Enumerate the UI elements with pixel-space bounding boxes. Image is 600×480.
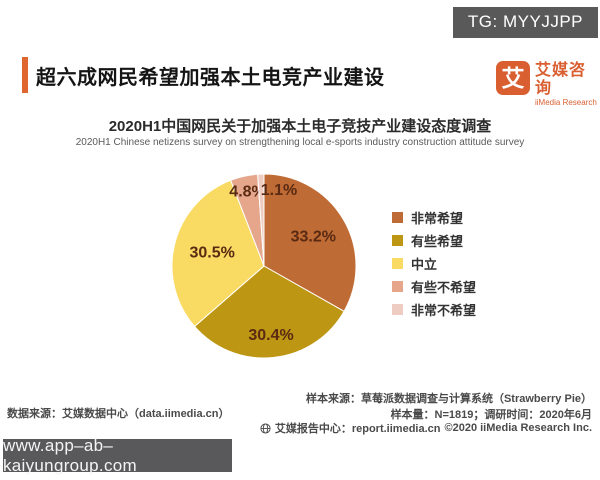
page-title: 超六成网民希望加强本土电竞产业建设 xyxy=(36,67,385,89)
legend-item: 中立 xyxy=(392,252,476,275)
pie-slice-label: 30.4% xyxy=(248,327,293,344)
legend-label: 非常希望 xyxy=(411,211,464,226)
legend-swatch xyxy=(392,258,403,269)
chart-title: 2020H1中国网民关于加强本土电子竞技产业建设态度调查 xyxy=(108,118,492,135)
title-accent-bar xyxy=(22,57,28,93)
footer-report-center: 艾媒报告中心：report.iimedia.cn xyxy=(274,423,441,435)
footer-copyright: ©2020 iiMedia Research Inc. xyxy=(444,422,592,434)
legend-label: 非常不希望 xyxy=(411,303,477,318)
pie-slice-label: 1.1% xyxy=(261,182,297,199)
tg-watermark-badge: TG: MYYJJPP xyxy=(452,7,598,38)
legend-item: 有些希望 xyxy=(392,229,476,252)
url-watermark-badge: www.app–ab–kaiyungroup.com xyxy=(3,436,232,475)
iimedia-logo: 艾 艾媒咨询 iiMedia Research xyxy=(496,61,600,108)
legend-swatch xyxy=(392,235,403,246)
pie-slice xyxy=(263,173,357,313)
legend-swatch xyxy=(392,304,403,315)
legend-item: 非常希望 xyxy=(392,206,476,229)
pie-slice-label: 30.5% xyxy=(190,244,235,261)
chart-legend: 非常希望有些希望中立有些不希望非常不希望 xyxy=(392,206,476,321)
footer-sample-info: 样本量：N=1819；调研时间：2020年6月 xyxy=(390,409,592,421)
footer-sample-source: 样本来源：草莓派数据调查与计算系统（Strawberry Pie） xyxy=(305,393,592,405)
logo-name-en: iiMedia Research xyxy=(535,98,597,107)
pie-slice-label: 4.8% xyxy=(229,184,265,201)
pie-slice xyxy=(257,173,265,267)
footer-data-source: 数据来源：艾媒数据中心（data.iimedia.cn） xyxy=(7,408,230,420)
globe-icon xyxy=(260,422,271,434)
pie-slice xyxy=(193,265,345,359)
iimedia-logo-text: 艾媒咨询 iiMedia Research xyxy=(535,61,600,108)
legend-item: 有些不希望 xyxy=(392,275,476,298)
legend-label: 有些希望 xyxy=(411,234,464,249)
footer-report-row: 艾媒报告中心：report.iimedia.cn ©2020 iiMedia R… xyxy=(260,420,592,436)
logo-name-cn: 艾媒咨询 xyxy=(535,62,587,97)
pie-slice-label: 33.2% xyxy=(291,228,336,245)
iimedia-logo-icon: 艾 xyxy=(496,61,530,95)
pie-slice xyxy=(171,179,265,328)
legend-swatch xyxy=(392,212,403,223)
chart-subtitle: 2020H1 Chinese netizens survey on streng… xyxy=(75,137,525,148)
legend-swatch xyxy=(392,281,403,292)
legend-label: 有些不希望 xyxy=(411,280,477,295)
legend-label: 中立 xyxy=(411,257,438,272)
legend-item: 非常不希望 xyxy=(392,298,476,321)
